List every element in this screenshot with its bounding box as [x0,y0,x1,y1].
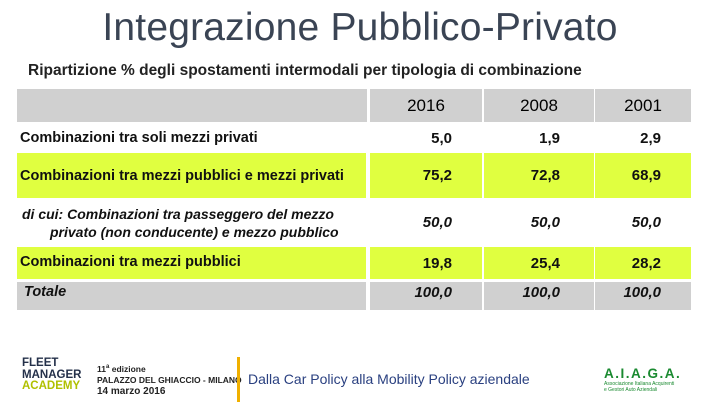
value-2001: 28,2 [595,247,691,279]
aiaga-logo: A.I.A.G.A. Associazione Italiana Acquire… [604,366,681,393]
table-row: Combinazioni tra mezzi pubblici 19,8 25,… [17,247,691,279]
edition-word: edizione [111,363,146,374]
partner-name: A.I.A.G.A. [604,366,682,381]
header-year-2001: 2001 [595,89,691,122]
row-label-line2: privato (non conducente) e mezzo pubblic… [50,224,339,240]
row-label-line1: di cui: Combinazioni tra passeggero del … [22,206,334,222]
value-2001: 68,9 [595,153,691,198]
event-edition: 11a edizione [97,362,242,375]
value-2016: 100,0 [370,282,482,310]
table-row: Combinazioni tra soli mezzi privati 5,0 … [17,125,691,151]
table-row: di cui: Combinazioni tra passeggero del … [17,201,691,243]
logo-line-2: MANAGER [22,368,82,381]
table-header-row: 2016 2008 2001 [17,89,691,122]
row-label: Totale [17,282,366,310]
partner-line-2: e Gestori Auto Aziendali [604,387,658,393]
value-2008: 1,9 [539,129,560,147]
footer-divider [237,357,240,402]
table-row: Totale 100,0 100,0 100,0 [17,282,691,310]
value-2008: 100,0 [484,282,594,310]
value-2008: 72,8 [484,153,594,198]
value-2016: 19,8 [370,247,482,279]
value-2008: 25,4 [484,247,594,279]
value-2016: 75,2 [370,153,482,198]
row-label: Combinazioni tra mezzi pubblici [17,247,366,279]
table-row: Combinazioni tra mezzi pubblici e mezzi … [17,153,691,198]
value-2001: 50,0 [631,213,661,231]
event-venue: PALAZZO DEL GHIACCIO - MILANO [97,374,242,385]
page-title: Integrazione Pubblico-Privato [102,6,618,49]
value-2016: 50,0 [422,213,452,231]
row-label: Combinazioni tra soli mezzi privati [20,130,258,146]
logo-line-1: FLEET [22,357,59,369]
partner-line-1: Associazione Italiana Acquirenti [604,381,675,387]
header-year-2008: 2008 [484,89,594,122]
value-2001: 2,9 [640,129,661,147]
row-label: Combinazioni tra mezzi pubblici e mezzi … [17,153,366,198]
edition-number: 11 [97,363,106,374]
logo-line-3: ACADEMY [22,380,81,392]
edition-sup: a [106,364,110,370]
value-2008: 50,0 [530,213,560,231]
fleet-manager-academy-logo: FLEET MANAGER ACADEMY [22,357,82,393]
table-subtitle: Ripartizione % degli spostamenti intermo… [28,62,582,79]
event-info: 11a edizione PALAZZO DEL GHIACCIO - MILA… [97,362,242,397]
value-2001: 100,0 [595,282,691,310]
event-date: 14 marzo 2016 [97,385,166,397]
header-blank-cell [17,89,367,122]
row-label: di cui: Combinazioni tra passeggero del … [17,201,370,243]
value-2016: 5,0 [431,129,452,147]
header-year-2016: 2016 [370,89,482,122]
footer-tagline: Dalla Car Policy alla Mobility Policy az… [248,371,530,387]
